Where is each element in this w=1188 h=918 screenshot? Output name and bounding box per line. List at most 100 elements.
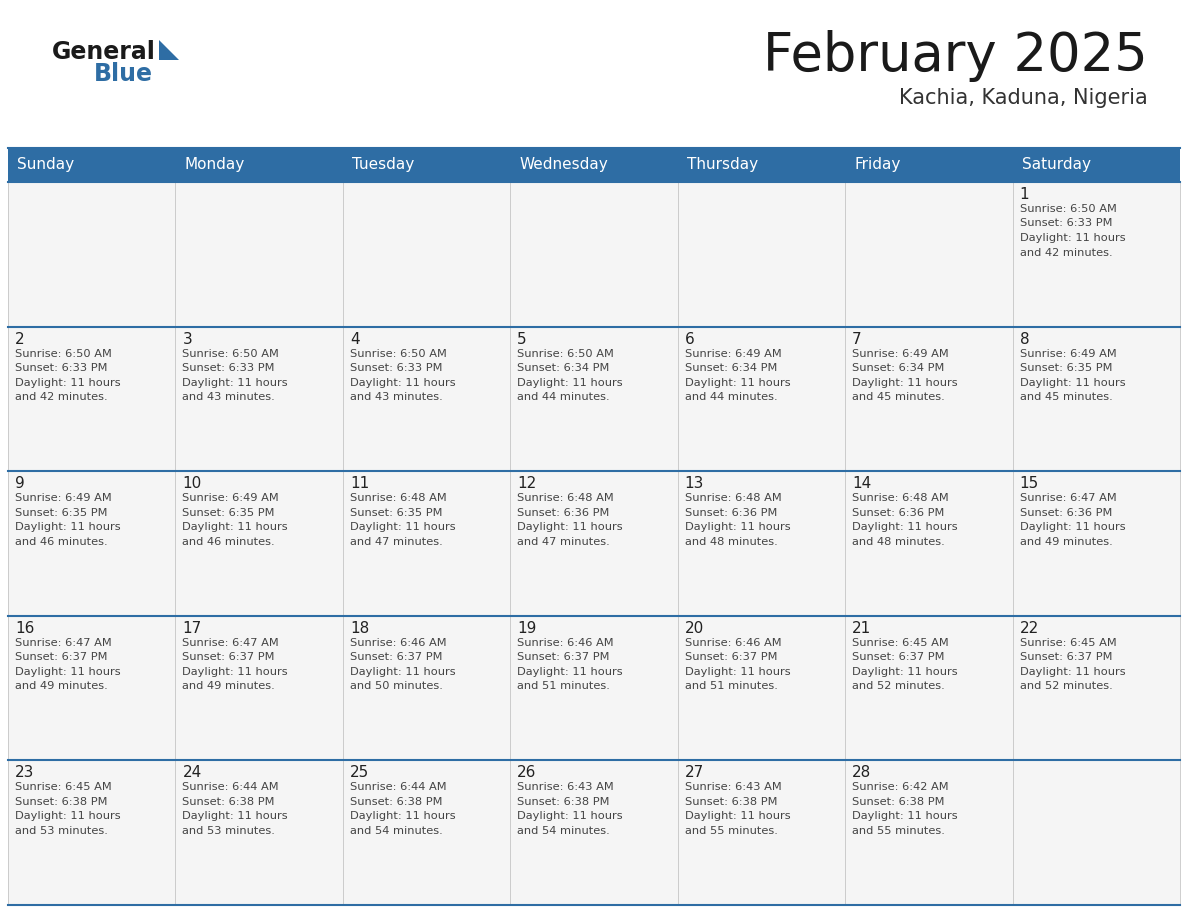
Text: Sunrise: 6:46 AM: Sunrise: 6:46 AM bbox=[517, 638, 614, 648]
Text: Sunset: 6:37 PM: Sunset: 6:37 PM bbox=[517, 653, 609, 662]
Text: Sunrise: 6:50 AM: Sunrise: 6:50 AM bbox=[1019, 204, 1117, 214]
Text: Daylight: 11 hours: Daylight: 11 hours bbox=[349, 522, 455, 532]
Text: Sunset: 6:34 PM: Sunset: 6:34 PM bbox=[852, 364, 944, 373]
Bar bbox=[8, 760, 1180, 905]
Text: Daylight: 11 hours: Daylight: 11 hours bbox=[183, 666, 287, 677]
Text: Sunrise: 6:49 AM: Sunrise: 6:49 AM bbox=[1019, 349, 1117, 359]
Text: Sunset: 6:37 PM: Sunset: 6:37 PM bbox=[852, 653, 944, 662]
Text: February 2025: February 2025 bbox=[763, 30, 1148, 82]
Text: Daylight: 11 hours: Daylight: 11 hours bbox=[349, 377, 455, 387]
Text: and 52 minutes.: and 52 minutes. bbox=[852, 681, 944, 691]
Text: Sunrise: 6:48 AM: Sunrise: 6:48 AM bbox=[349, 493, 447, 503]
Text: Sunrise: 6:43 AM: Sunrise: 6:43 AM bbox=[684, 782, 782, 792]
Text: Sunset: 6:33 PM: Sunset: 6:33 PM bbox=[1019, 218, 1112, 229]
Text: Daylight: 11 hours: Daylight: 11 hours bbox=[15, 812, 121, 822]
Text: Blue: Blue bbox=[94, 62, 153, 86]
Text: 19: 19 bbox=[517, 621, 537, 636]
Text: Sunrise: 6:47 AM: Sunrise: 6:47 AM bbox=[15, 638, 112, 648]
Text: 14: 14 bbox=[852, 476, 871, 491]
Text: Sunrise: 6:49 AM: Sunrise: 6:49 AM bbox=[852, 349, 949, 359]
Text: Sunset: 6:36 PM: Sunset: 6:36 PM bbox=[684, 508, 777, 518]
Bar bbox=[8, 327, 1180, 471]
Text: 11: 11 bbox=[349, 476, 369, 491]
Text: Sunset: 6:35 PM: Sunset: 6:35 PM bbox=[349, 508, 442, 518]
Text: 21: 21 bbox=[852, 621, 871, 636]
Text: Sunset: 6:36 PM: Sunset: 6:36 PM bbox=[517, 508, 609, 518]
Text: and 43 minutes.: and 43 minutes. bbox=[349, 392, 443, 402]
Polygon shape bbox=[159, 40, 179, 60]
Text: and 49 minutes.: and 49 minutes. bbox=[15, 681, 108, 691]
Text: and 51 minutes.: and 51 minutes. bbox=[684, 681, 778, 691]
Text: Sunset: 6:38 PM: Sunset: 6:38 PM bbox=[852, 797, 944, 807]
Text: Sunrise: 6:45 AM: Sunrise: 6:45 AM bbox=[15, 782, 112, 792]
Text: Sunrise: 6:48 AM: Sunrise: 6:48 AM bbox=[517, 493, 614, 503]
Text: Sunrise: 6:48 AM: Sunrise: 6:48 AM bbox=[852, 493, 949, 503]
Text: Daylight: 11 hours: Daylight: 11 hours bbox=[684, 812, 790, 822]
Text: 16: 16 bbox=[15, 621, 34, 636]
Text: 6: 6 bbox=[684, 331, 695, 347]
Text: Sunset: 6:36 PM: Sunset: 6:36 PM bbox=[852, 508, 944, 518]
Text: and 53 minutes.: and 53 minutes. bbox=[183, 826, 276, 836]
Text: Sunset: 6:37 PM: Sunset: 6:37 PM bbox=[684, 653, 777, 662]
Text: 2: 2 bbox=[15, 331, 25, 347]
Text: Sunrise: 6:42 AM: Sunrise: 6:42 AM bbox=[852, 782, 949, 792]
Text: Sunset: 6:36 PM: Sunset: 6:36 PM bbox=[1019, 508, 1112, 518]
Text: Sunrise: 6:50 AM: Sunrise: 6:50 AM bbox=[183, 349, 279, 359]
Bar bbox=[8, 182, 1180, 327]
Text: Sunrise: 6:49 AM: Sunrise: 6:49 AM bbox=[15, 493, 112, 503]
Text: Saturday: Saturday bbox=[1022, 158, 1091, 173]
Text: and 44 minutes.: and 44 minutes. bbox=[517, 392, 609, 402]
Text: and 47 minutes.: and 47 minutes. bbox=[349, 537, 443, 547]
Text: Daylight: 11 hours: Daylight: 11 hours bbox=[15, 522, 121, 532]
Text: and 54 minutes.: and 54 minutes. bbox=[517, 826, 609, 836]
Text: and 50 minutes.: and 50 minutes. bbox=[349, 681, 443, 691]
Text: Sunrise: 6:47 AM: Sunrise: 6:47 AM bbox=[183, 638, 279, 648]
Text: 24: 24 bbox=[183, 766, 202, 780]
Text: Daylight: 11 hours: Daylight: 11 hours bbox=[183, 522, 287, 532]
Text: Daylight: 11 hours: Daylight: 11 hours bbox=[852, 377, 958, 387]
Text: Daylight: 11 hours: Daylight: 11 hours bbox=[517, 812, 623, 822]
Text: 5: 5 bbox=[517, 331, 527, 347]
Text: 27: 27 bbox=[684, 766, 704, 780]
Text: Sunset: 6:38 PM: Sunset: 6:38 PM bbox=[183, 797, 274, 807]
Text: and 45 minutes.: and 45 minutes. bbox=[852, 392, 944, 402]
Text: and 46 minutes.: and 46 minutes. bbox=[15, 537, 108, 547]
Text: 10: 10 bbox=[183, 476, 202, 491]
Text: and 45 minutes.: and 45 minutes. bbox=[1019, 392, 1112, 402]
Text: Sunrise: 6:44 AM: Sunrise: 6:44 AM bbox=[183, 782, 279, 792]
Text: Daylight: 11 hours: Daylight: 11 hours bbox=[852, 522, 958, 532]
Text: 17: 17 bbox=[183, 621, 202, 636]
Text: and 47 minutes.: and 47 minutes. bbox=[517, 537, 609, 547]
Text: 23: 23 bbox=[15, 766, 34, 780]
Text: 8: 8 bbox=[1019, 331, 1029, 347]
Text: Sunrise: 6:46 AM: Sunrise: 6:46 AM bbox=[349, 638, 447, 648]
Text: Sunset: 6:37 PM: Sunset: 6:37 PM bbox=[15, 653, 107, 662]
Bar bbox=[8, 148, 1180, 182]
Text: and 44 minutes.: and 44 minutes. bbox=[684, 392, 777, 402]
Text: Sunset: 6:37 PM: Sunset: 6:37 PM bbox=[183, 653, 274, 662]
Text: Tuesday: Tuesday bbox=[352, 158, 415, 173]
Text: Daylight: 11 hours: Daylight: 11 hours bbox=[349, 812, 455, 822]
Text: 3: 3 bbox=[183, 331, 192, 347]
Text: Daylight: 11 hours: Daylight: 11 hours bbox=[1019, 666, 1125, 677]
Text: Daylight: 11 hours: Daylight: 11 hours bbox=[183, 812, 287, 822]
Text: and 53 minutes.: and 53 minutes. bbox=[15, 826, 108, 836]
Text: Sunrise: 6:46 AM: Sunrise: 6:46 AM bbox=[684, 638, 782, 648]
Text: Daylight: 11 hours: Daylight: 11 hours bbox=[852, 666, 958, 677]
Text: Daylight: 11 hours: Daylight: 11 hours bbox=[517, 377, 623, 387]
Text: Sunrise: 6:49 AM: Sunrise: 6:49 AM bbox=[684, 349, 782, 359]
Text: Sunrise: 6:45 AM: Sunrise: 6:45 AM bbox=[852, 638, 949, 648]
Text: Sunrise: 6:50 AM: Sunrise: 6:50 AM bbox=[349, 349, 447, 359]
Text: Friday: Friday bbox=[854, 158, 901, 173]
Text: Sunset: 6:37 PM: Sunset: 6:37 PM bbox=[349, 653, 442, 662]
Text: Sunrise: 6:50 AM: Sunrise: 6:50 AM bbox=[15, 349, 112, 359]
Text: 28: 28 bbox=[852, 766, 871, 780]
Text: Sunset: 6:33 PM: Sunset: 6:33 PM bbox=[349, 364, 442, 373]
Text: Daylight: 11 hours: Daylight: 11 hours bbox=[684, 522, 790, 532]
Text: Thursday: Thursday bbox=[687, 158, 758, 173]
Text: Daylight: 11 hours: Daylight: 11 hours bbox=[1019, 233, 1125, 243]
Text: Sunrise: 6:49 AM: Sunrise: 6:49 AM bbox=[183, 493, 279, 503]
Text: 12: 12 bbox=[517, 476, 537, 491]
Text: Daylight: 11 hours: Daylight: 11 hours bbox=[349, 666, 455, 677]
Text: Daylight: 11 hours: Daylight: 11 hours bbox=[15, 666, 121, 677]
